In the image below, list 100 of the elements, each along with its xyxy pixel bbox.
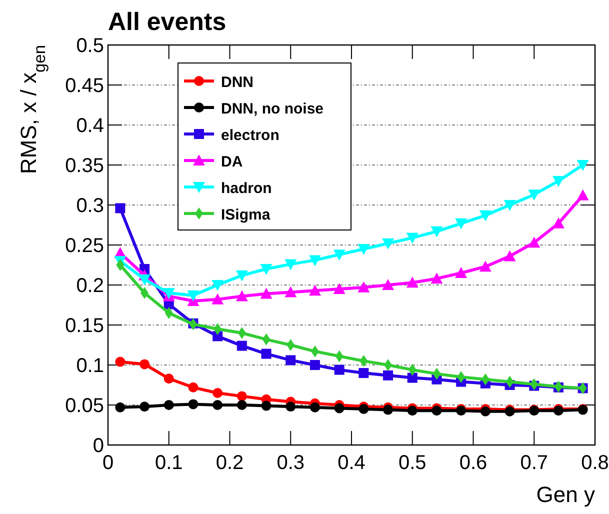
point [358,404,369,414]
point [238,327,246,339]
y-tick-label: 0.1 [76,355,104,377]
point [212,293,224,304]
point [212,388,223,398]
y-tick-label: 0.35 [65,155,104,177]
point [457,371,466,383]
x-tick-label: 0.5 [398,452,426,474]
point [528,190,540,201]
point [261,348,272,359]
point [528,236,540,248]
x-axis-title: Gen y [536,482,595,507]
point [260,288,272,299]
y-tick-label: 0.45 [65,75,104,97]
point [360,355,368,367]
point [383,370,394,380]
point [115,203,126,214]
point [286,402,296,412]
point [236,391,247,402]
point [260,264,272,275]
point [188,382,198,392]
point [382,238,394,250]
legend-label: electron [221,127,280,144]
point [358,281,370,292]
point [162,288,175,299]
chart-title: All events [108,8,226,36]
point [430,226,443,238]
legend-label: DNN, no noise [221,100,324,118]
point [140,359,150,370]
point [334,364,344,375]
y-tick-label: 0.2 [76,275,104,297]
point [140,402,150,412]
point [116,259,124,271]
y-tick-label: 0.15 [65,315,104,337]
point [432,406,442,416]
point [138,274,151,286]
point [140,287,149,299]
point [407,406,418,416]
point [552,176,564,187]
point [479,210,492,222]
point [382,279,394,290]
legend-label: ISigma [221,206,271,224]
point [115,402,126,412]
x-tick-label: 0.8 [581,452,609,474]
point [284,286,297,298]
point [480,406,490,416]
y-tick-label: 0 [92,435,104,457]
point [407,372,418,383]
point [310,360,320,370]
point [430,272,443,284]
point [236,400,247,410]
point [479,260,492,272]
point [455,267,468,278]
point [576,160,589,171]
point [236,340,247,351]
point [115,356,126,367]
point [187,290,200,302]
y-tick-label: 0.3 [76,195,104,217]
x-tick-label: 0.4 [338,452,366,474]
point [333,250,346,261]
x-tick-label: 0.1 [154,452,183,474]
x-tick-label: 0.6 [459,452,488,474]
x-tick-label: 0.2 [216,452,244,474]
point [212,280,224,291]
point [358,244,370,255]
point [164,374,174,384]
legend-label: hadron [221,180,272,197]
point [286,339,295,351]
point [504,250,516,262]
point [455,218,468,230]
point [576,189,589,200]
y-tick-label: 0.25 [65,235,104,257]
point [164,307,173,319]
point [214,323,222,335]
point [334,403,344,414]
point [504,200,516,211]
point [212,400,223,410]
legend-label: DNN [221,74,254,91]
point [406,276,418,288]
point [383,404,394,415]
point [188,399,198,410]
point [236,270,248,282]
point [308,284,321,296]
point [286,355,296,366]
point [310,402,320,412]
point [236,290,248,302]
x-tick-label: 0.3 [276,452,305,474]
point [308,255,321,266]
point [284,259,297,270]
legend-label: DA [221,154,243,170]
y-tick-label: 0.4 [76,115,104,137]
point [384,359,392,371]
point [333,283,346,294]
point [358,368,369,378]
point [406,232,418,244]
point [261,400,272,411]
y-tick-label: 0.05 [65,395,104,417]
point [164,400,174,410]
y-tick-label: 0.5 [76,35,104,57]
x-tick-label: 0.7 [520,452,548,474]
